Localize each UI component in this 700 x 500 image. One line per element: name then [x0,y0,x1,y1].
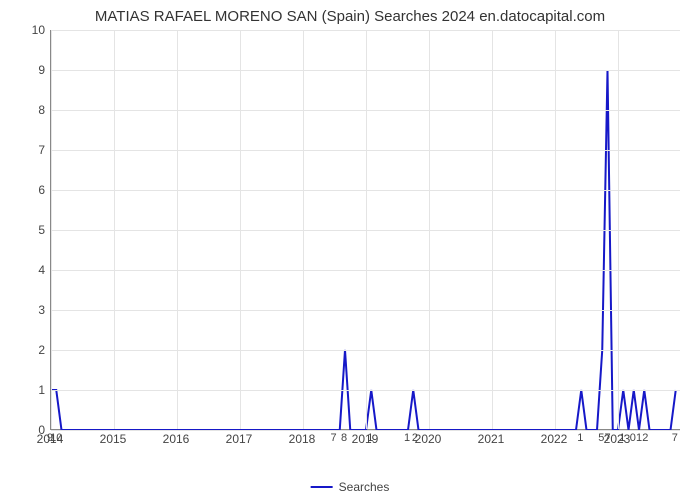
grid-v [492,30,493,429]
grid-v [366,30,367,429]
ytick-label: 8 [5,103,45,117]
data-point-label: 1 [367,432,373,444]
plot-area [50,30,680,430]
xtick-label: 2015 [100,432,127,446]
grid-v [303,30,304,429]
grid-v [51,30,52,429]
xtick-label: 2022 [541,432,568,446]
data-point-label: 7 [672,432,678,444]
grid-v [555,30,556,429]
chart-title: MATIAS RAFAEL MORENO SAN (Spain) Searche… [0,0,700,25]
data-point-label: 1 [619,432,625,444]
ytick-label: 2 [5,343,45,357]
ytick-label: 9 [5,63,45,77]
xtick-label: 2021 [478,432,505,446]
data-point-label: 1 [404,432,410,444]
legend: Searches [311,480,390,494]
grid-v [114,30,115,429]
ytick-label: 1 [5,383,45,397]
data-point-label: 1 [577,432,583,444]
data-point-label: 1 [636,432,642,444]
data-point-label: 10 [50,432,62,444]
ytick-label: 4 [5,263,45,277]
ytick-label: 10 [5,23,45,37]
grid-h [51,430,680,431]
data-point-label: 7 [604,432,610,444]
ytick-label: 5 [5,223,45,237]
xtick-label: 2018 [289,432,316,446]
line-chart: MATIAS RAFAEL MORENO SAN (Spain) Searche… [0,0,700,500]
data-point-label: 2 [642,432,648,444]
legend-swatch [311,486,333,488]
xtick-label: 2019 [352,432,379,446]
ytick-label: 6 [5,183,45,197]
data-point-label: 2 [412,432,418,444]
grid-v [429,30,430,429]
grid-v [177,30,178,429]
xtick-label: 2020 [415,432,442,446]
data-point-label: 0 [630,432,636,444]
ytick-label: 3 [5,303,45,317]
data-point-label: 5 [598,432,604,444]
grid-v [240,30,241,429]
xtick-label: 2016 [163,432,190,446]
data-point-label: 7 [330,432,336,444]
xtick-label: 2017 [226,432,253,446]
ytick-label: 7 [5,143,45,157]
data-point-label: 8 [341,432,347,444]
grid-v [618,30,619,429]
legend-label: Searches [339,480,390,494]
